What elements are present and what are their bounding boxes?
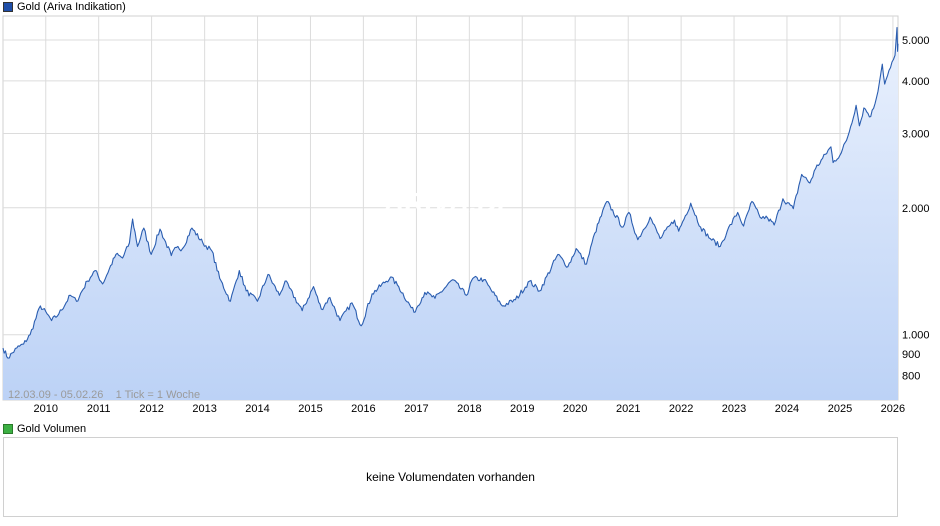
x-tick-label: 2020: [563, 403, 587, 415]
x-tick-label: 2019: [510, 403, 534, 415]
x-tick-label: 2011: [87, 403, 111, 415]
x-tick-label: 2024: [775, 403, 799, 415]
x-tick-label: 2016: [351, 403, 375, 415]
x-tick-label: 2017: [404, 403, 428, 415]
x-tick-label: 2015: [298, 403, 322, 415]
x-tick-label: 2021: [616, 403, 640, 415]
y-tick-label: 2.000: [902, 203, 930, 215]
x-tick-label: 2018: [457, 403, 481, 415]
y-tick-label: 5.000: [902, 35, 930, 47]
ariva-watermark: ARIVA.DE: [383, 187, 517, 218]
chart-legend-gold[interactable]: Gold (Ariva Indikation): [3, 0, 126, 14]
legend-label-gold: Gold (Ariva Indikation): [17, 1, 126, 13]
x-tick-label: 2013: [192, 403, 216, 415]
y-tick-label: 900: [902, 349, 920, 361]
legend-swatch-volume: [3, 424, 13, 434]
x-tick-label: 2014: [245, 403, 269, 415]
legend-swatch-gold: [3, 2, 13, 12]
y-axis-ticks: 800 900 1.000 2.000 3.000 4.000 5.000: [902, 35, 930, 383]
range-info: 12.03.09 - 05.02.26 1 Tick = 1 Woche: [8, 389, 200, 401]
price-line[interactable]: [2, 27, 899, 359]
x-tick-label: 2026: [881, 403, 905, 415]
chart-legend-volume[interactable]: Gold Volumen: [3, 422, 86, 436]
y-tick-label: 1.000: [902, 330, 930, 342]
volume-empty-message: keine Volumendaten vorhanden: [366, 470, 535, 484]
x-tick-label: 2023: [722, 403, 746, 415]
price-chart[interactable]: ARIVA.DE 800 900 1.000 2.000 3.000 4.000 5.000…: [0, 0, 940, 420]
y-tick-label: 3.000: [902, 129, 930, 141]
y-tick-label: 4.000: [902, 76, 930, 88]
legend-label-volume: Gold Volumen: [17, 423, 87, 435]
volume-panel: keine Volumendaten vorhanden: [3, 437, 898, 517]
y-tick-label: 800: [902, 371, 920, 383]
x-axis-ticks: 2010 2011 2012 2013 2014 2015 2016 2017 2018 2019…: [34, 403, 906, 415]
x-tick-label: 2010: [34, 403, 58, 415]
x-tick-label: 2012: [139, 403, 163, 415]
price-area-fill: [3, 27, 898, 400]
x-tick-label: 2025: [828, 403, 852, 415]
x-tick-label: 2022: [669, 403, 693, 415]
